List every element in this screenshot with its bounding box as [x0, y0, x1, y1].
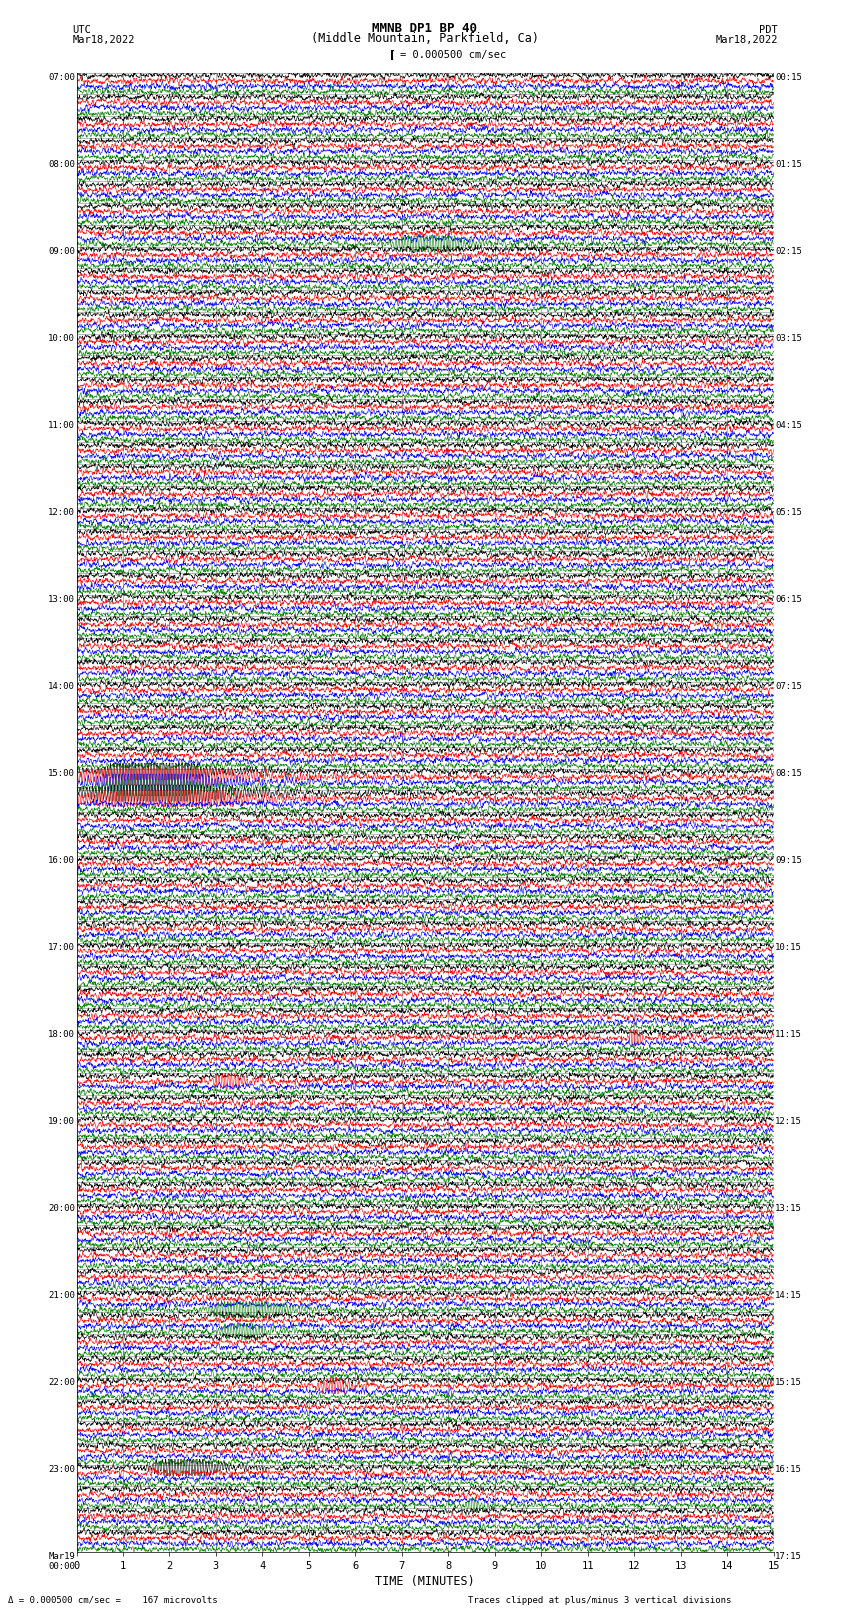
Text: 06:15: 06:15	[775, 595, 802, 603]
Text: 00:15: 00:15	[775, 73, 802, 82]
Text: 08:00: 08:00	[48, 160, 75, 169]
X-axis label: TIME (MINUTES): TIME (MINUTES)	[375, 1574, 475, 1587]
Text: 15:15: 15:15	[775, 1378, 802, 1387]
Text: = 0.000500 cm/sec: = 0.000500 cm/sec	[400, 50, 506, 60]
Text: Mar18,2022: Mar18,2022	[72, 35, 135, 45]
Text: 19:00: 19:00	[48, 1116, 75, 1126]
Text: PDT: PDT	[759, 24, 778, 35]
Text: 07:15: 07:15	[775, 682, 802, 690]
Text: 23:00: 23:00	[48, 1465, 75, 1474]
Text: 12:00: 12:00	[48, 508, 75, 516]
Text: 22:00: 22:00	[48, 1378, 75, 1387]
Text: 13:00: 13:00	[48, 595, 75, 603]
Text: 15:00: 15:00	[48, 769, 75, 777]
Text: 02:15: 02:15	[775, 247, 802, 255]
Text: 08:15: 08:15	[775, 769, 802, 777]
Text: 16:00: 16:00	[48, 855, 75, 865]
Text: 12:15: 12:15	[775, 1116, 802, 1126]
Text: 07:00: 07:00	[48, 73, 75, 82]
Text: 05:15: 05:15	[775, 508, 802, 516]
Text: 01:15: 01:15	[775, 160, 802, 169]
Text: 21:00: 21:00	[48, 1290, 75, 1300]
Text: 17:15: 17:15	[775, 1552, 802, 1561]
Text: 13:15: 13:15	[775, 1203, 802, 1213]
Text: 11:15: 11:15	[775, 1029, 802, 1039]
Text: 11:00: 11:00	[48, 421, 75, 429]
Text: 04:15: 04:15	[775, 421, 802, 429]
Text: UTC: UTC	[72, 24, 91, 35]
Text: Δ = 0.000500 cm/sec =    167 microvolts: Δ = 0.000500 cm/sec = 167 microvolts	[8, 1595, 218, 1605]
Text: Mar18,2022: Mar18,2022	[715, 35, 778, 45]
Text: 16:15: 16:15	[775, 1465, 802, 1474]
Text: (Middle Mountain, Parkfield, Ca): (Middle Mountain, Parkfield, Ca)	[311, 32, 539, 45]
Text: 14:15: 14:15	[775, 1290, 802, 1300]
Text: Traces clipped at plus/minus 3 vertical divisions: Traces clipped at plus/minus 3 vertical …	[468, 1595, 731, 1605]
Text: 17:00: 17:00	[48, 942, 75, 952]
Text: 10:15: 10:15	[775, 942, 802, 952]
Text: 18:00: 18:00	[48, 1029, 75, 1039]
Text: 10:00: 10:00	[48, 334, 75, 342]
Text: MMNB DP1 BP 40: MMNB DP1 BP 40	[372, 21, 478, 35]
Text: 09:00: 09:00	[48, 247, 75, 255]
Text: 14:00: 14:00	[48, 682, 75, 690]
Text: 20:00: 20:00	[48, 1203, 75, 1213]
Text: Mar19
00:00: Mar19 00:00	[48, 1552, 75, 1571]
Text: 09:15: 09:15	[775, 855, 802, 865]
Text: 03:15: 03:15	[775, 334, 802, 342]
